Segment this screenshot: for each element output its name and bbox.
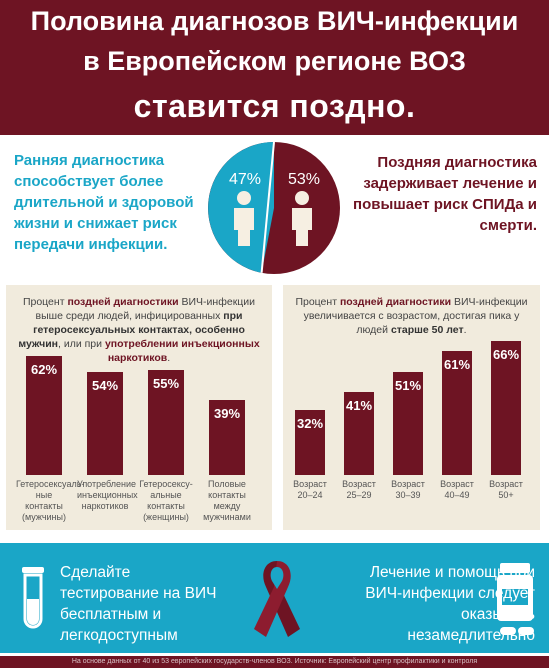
bar-value-0-0: 62%: [30, 362, 58, 378]
bar-1-2: [393, 371, 423, 475]
bar-category-0-3: Половые контакты между мужчинами: [203, 479, 251, 522]
bar-value-1-4: 66%: [492, 347, 520, 363]
bar-value-1-1: 41%: [345, 397, 373, 413]
bar-category-1-4: Возраст 50+: [489, 479, 523, 500]
bar-0-0: [26, 356, 62, 475]
early-diagnosis-text: Ранняя диагностика способствует более дл…: [14, 152, 194, 253]
bar-value-1-0: 32%: [296, 416, 324, 432]
bar-value-0-2: 55%: [152, 375, 180, 391]
person-icon: [234, 191, 254, 246]
bar-category-1-0: Возраст 20–24: [293, 479, 327, 500]
early-percent: 47%: [229, 171, 262, 188]
red-ribbon-icon: [254, 561, 300, 637]
person-icon: [292, 191, 312, 246]
bar-category-1-1: Возраст 25–29: [342, 479, 376, 500]
testing-message: Сделайте тестирование на ВИЧ бесплатным …: [60, 564, 217, 644]
late-percent: 53%: [288, 171, 321, 188]
bar-category-0-2: Гетеросексу-альные контакты (женщины): [139, 479, 193, 522]
bar-value-0-3: 39%: [213, 406, 241, 422]
title-line-2: в Европейском регионе ВОЗ: [83, 46, 466, 76]
bar-category-0-0: Гетеросексуаль-ные контакты (мужчины): [16, 479, 85, 522]
age-description: Процент поздней диагностики ВИЧ-инфекции…: [295, 296, 528, 336]
bar-1-3: [442, 351, 472, 475]
bar-0-2: [148, 369, 184, 475]
bar-value-1-2: 51%: [394, 377, 422, 393]
treatment-message: Лечение и помощь при ВИЧ-инфекции следуе…: [365, 564, 535, 644]
title-line-3: ставится поздно.: [133, 88, 416, 124]
bar-0-3: [209, 400, 245, 475]
bar-1-0: [295, 410, 325, 475]
source-note: На основе данных от 40 из 53 европейских…: [0, 656, 549, 668]
bar-category-0-1: Употребление инъекционных наркотиков: [77, 479, 138, 511]
diagnosis-pie-chart: [208, 141, 340, 274]
transmission-description: Процент поздней диагностики ВИЧ-инфекции…: [18, 296, 260, 364]
age-panel: Процент поздней диагностики ВИЧ-инфекции…: [283, 285, 540, 530]
bar-category-1-2: Возраст 30–39: [391, 479, 425, 500]
bar-0-1: [87, 371, 123, 475]
bar-1-1: [344, 391, 374, 475]
bar-1-4: [491, 341, 521, 475]
title-line-1: Половина диагнозов ВИЧ-инфекции: [30, 6, 519, 36]
call-to-action-band: [0, 543, 549, 653]
late-diagnosis-text: Поздняя диагностика задерживает лечение …: [353, 154, 537, 234]
bar-value-1-3: 61%: [443, 357, 471, 373]
bar-value-0-1: 54%: [91, 377, 119, 393]
bar-category-1-3: Возраст 40–49: [440, 479, 474, 500]
header-banner: Половина диагнозов ВИЧ-инфекции в Европе…: [0, 0, 549, 135]
transmission-panel: Процент поздней диагностики ВИЧ-инфекции…: [6, 285, 272, 530]
test-tube-icon: [22, 567, 44, 629]
pill-bottle-icon: [497, 563, 534, 635]
pie-slice-early: [208, 142, 274, 273]
